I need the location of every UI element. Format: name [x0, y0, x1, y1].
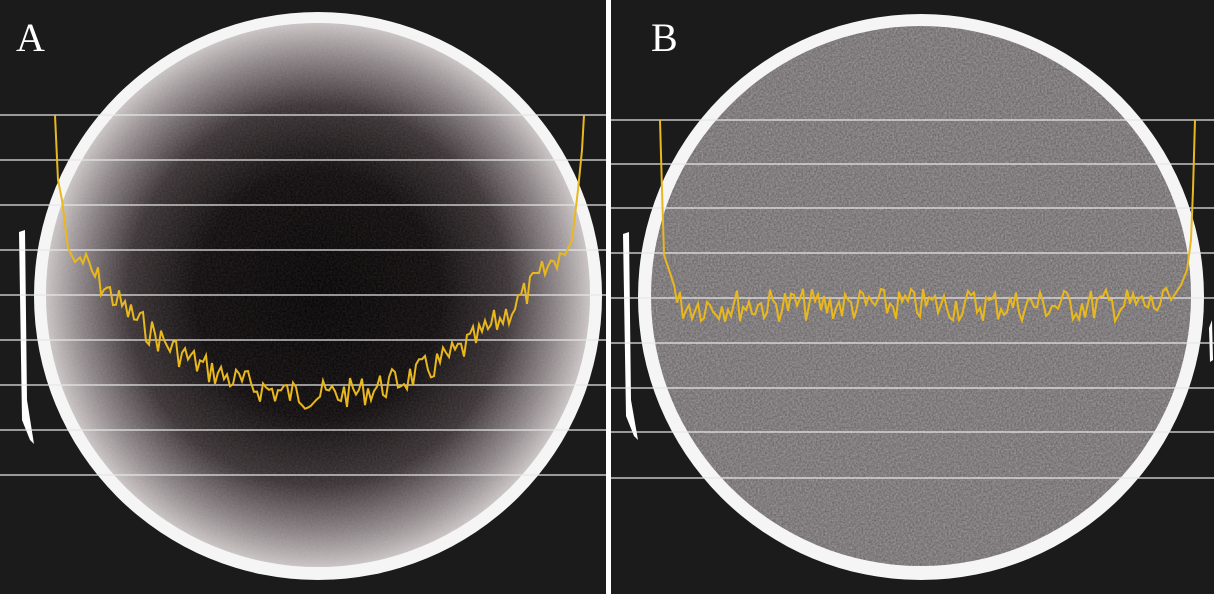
panel-b: B [611, 0, 1214, 594]
intensity-profile-b [659, 119, 1196, 325]
gridlines-a [0, 114, 606, 476]
panel-label-b: B [651, 15, 678, 60]
phantom-image-a [0, 12, 606, 580]
scale-bar-a [19, 230, 34, 444]
scale-bar-b [623, 232, 638, 440]
gridlines-b [611, 119, 1214, 479]
panel-a: A [0, 0, 606, 594]
panel-label-a: A [16, 15, 45, 60]
intensity-profile-a [54, 114, 585, 410]
phantom-image-b [611, 14, 1214, 580]
